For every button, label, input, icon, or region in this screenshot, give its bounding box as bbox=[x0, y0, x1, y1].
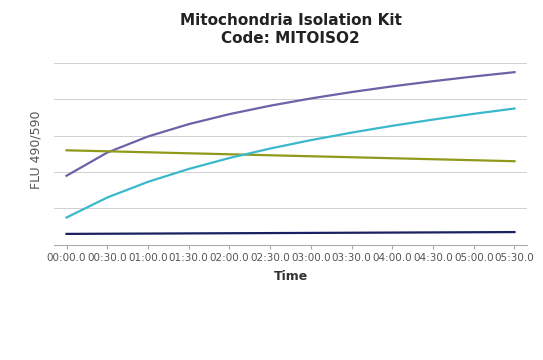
Y-axis label: FLU 490/590: FLU 490/590 bbox=[29, 110, 42, 189]
X-axis label: Time: Time bbox=[273, 270, 308, 283]
Title: Mitochondria Isolation Kit
Code: MITOISO2: Mitochondria Isolation Kit Code: MITOISO… bbox=[180, 13, 401, 46]
